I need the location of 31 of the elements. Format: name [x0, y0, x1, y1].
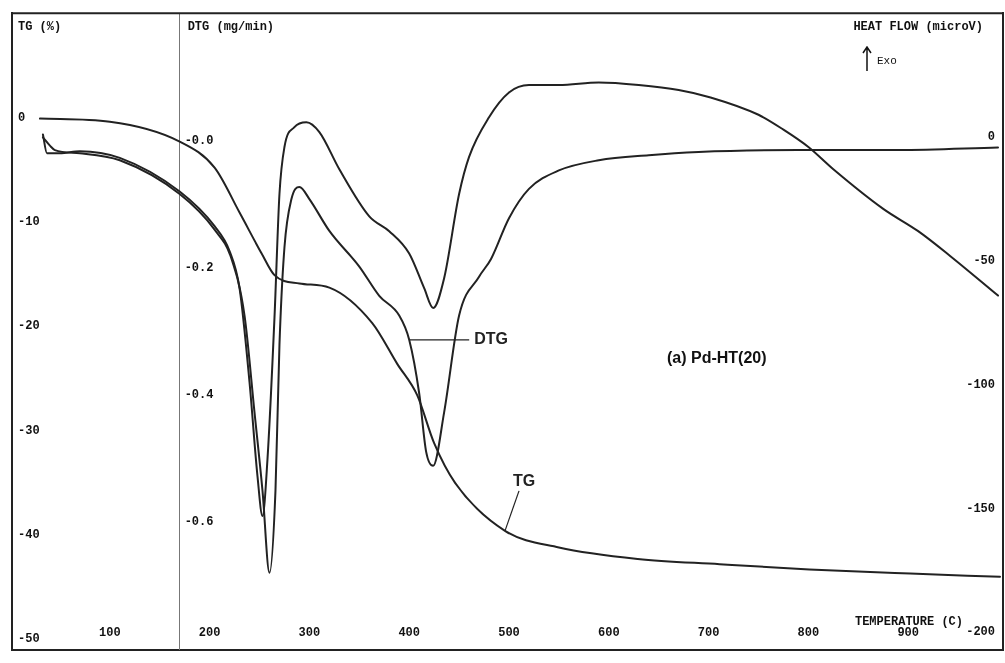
- y-axis-title: TG (%): [18, 20, 62, 35]
- y-tick-label: 0: [18, 110, 26, 125]
- y-tick-label: -30: [18, 423, 40, 438]
- y3-tick-label: -200: [966, 625, 995, 640]
- y2-tick-label: -0.4: [184, 388, 214, 403]
- y3-tick-label: -150: [966, 501, 995, 516]
- x-tick-label: 400: [398, 625, 420, 640]
- y-tick-label: -50: [18, 632, 40, 647]
- y2-tick-label: -0.0: [184, 133, 214, 148]
- annotation: (a) Pd-HT(20): [667, 348, 767, 366]
- x-tick-label: 700: [697, 625, 720, 640]
- y3-axis-title: HEAT FLOW (microV): [853, 20, 983, 35]
- x-tick-label: 600: [597, 625, 620, 640]
- y2-tick-label: -0.2: [184, 260, 214, 275]
- y-tick-label: -20: [18, 319, 40, 334]
- text: TG: [513, 472, 536, 490]
- x-tick-label: 300: [298, 625, 321, 640]
- x-tick-label: 100: [99, 625, 121, 640]
- y2-axis-title: DTG (mg/min): [187, 20, 275, 35]
- x-tick-label: 200: [198, 625, 221, 640]
- y3-tick-label: -50: [973, 253, 995, 268]
- y2-tick-label: -0.6: [184, 515, 214, 530]
- y3-tick-label: 0: [987, 130, 995, 145]
- y-tick-label: -40: [18, 528, 40, 543]
- legend-label: DTG: [474, 330, 508, 348]
- y-tick-label: -10: [18, 214, 40, 229]
- x-tick-label: 800: [797, 625, 820, 640]
- y3-tick-label: -100: [966, 377, 995, 392]
- annotation: Exo: [877, 55, 897, 68]
- x-tick-label: 900: [897, 625, 919, 640]
- x-tick-label: 500: [498, 625, 520, 640]
